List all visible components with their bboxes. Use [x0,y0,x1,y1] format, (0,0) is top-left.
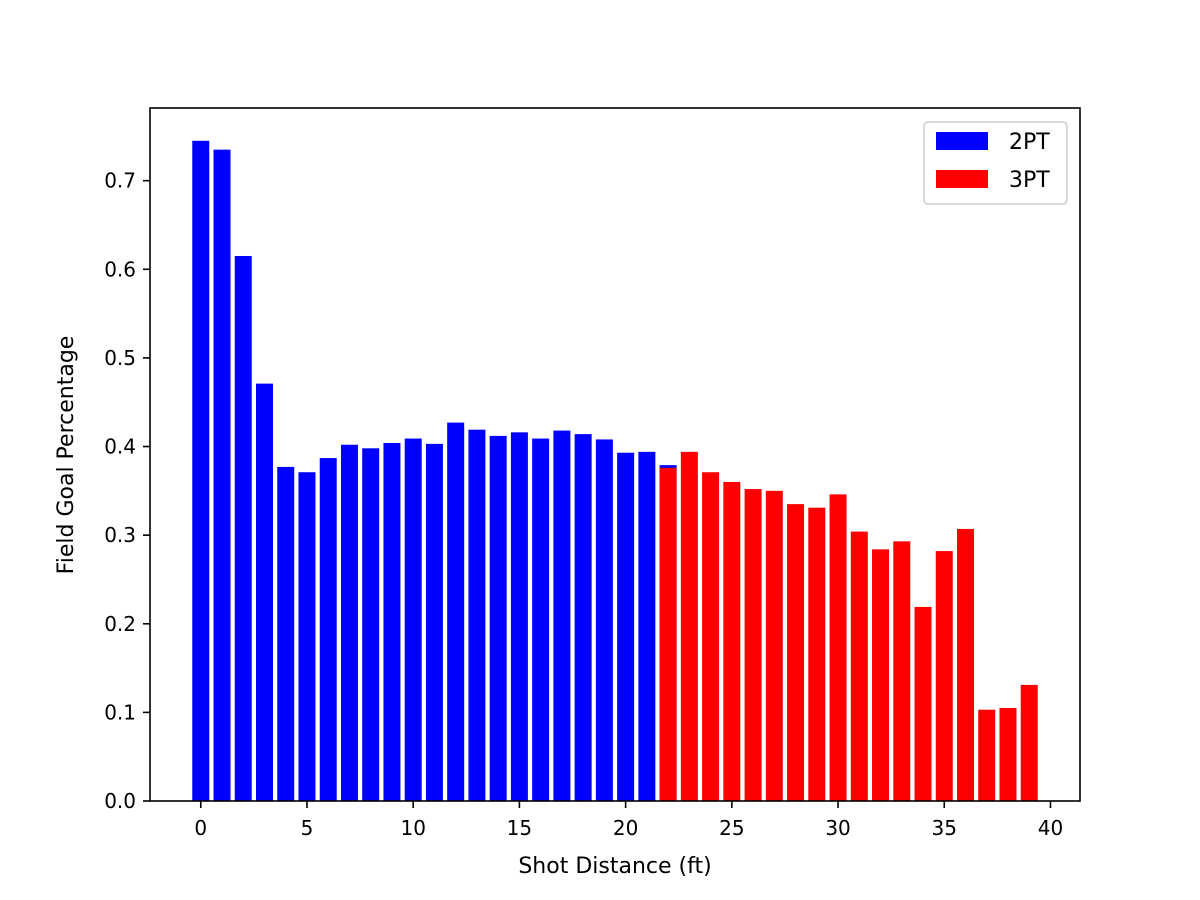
bar-3pt-31 [850,531,868,801]
bar-3pt-23 [680,451,698,801]
bar-3pt-36 [957,528,974,801]
bar-3pt-30 [829,494,847,801]
x-tick-label: 35 [932,816,957,840]
y-tick-label: 0.6 [104,257,136,281]
bar-3pt-38 [999,707,1017,801]
bar-2pt-20 [617,452,635,801]
bar-2pt-11 [425,443,443,801]
y-tick-label: 0.0 [104,789,136,813]
bar-2pt-13 [468,429,486,801]
y-tick-label: 0.2 [104,612,136,636]
bar-3pt-24 [702,472,720,801]
x-tick-label: 10 [400,816,425,840]
y-tick-label: 0.1 [104,700,136,724]
bar-2pt-14 [489,435,507,801]
y-axis-ticks: 0.0 0.1 0.2 0.3 0.4 0.5 0.6 0.7 [104,169,150,813]
bar-3pt-35 [935,551,953,801]
bar-2pt-19 [595,439,613,801]
bar-2pt-18 [574,434,592,801]
bar-2pt-0 [192,140,210,801]
bar-2pt-12 [447,422,465,801]
y-axis-label: Field Goal Percentage [54,336,79,575]
legend-swatch-3pt [936,170,988,188]
bar-2pt-5 [298,472,316,801]
legend-swatch-2pt [936,132,988,150]
bar-2pt-9 [383,442,401,801]
legend-label-3pt: 3PT [1009,168,1050,193]
bar-2pt-3 [256,383,273,801]
x-axis-ticks: 0 5 10 15 20 25 30 35 40 [194,801,1063,840]
bar-3pt-27 [765,490,783,801]
bar-2pt-8 [362,448,380,801]
bar-3pt-26 [744,489,762,801]
bar-3pt-33 [893,541,911,801]
x-tick-label: 40 [1038,816,1063,840]
legend: 2PT 3PT [923,121,1068,205]
bar-2pt-17 [553,430,571,801]
bar-2pt-10 [404,438,422,801]
bar-2pt-15 [510,432,528,801]
plot-frame [149,107,1081,802]
x-tick-label: 30 [825,816,850,840]
bar-2pt-1 [213,149,231,802]
bar-2pt-4 [277,466,295,801]
bar-2pt-21 [638,451,656,801]
x-axis-label: Shot Distance (ft) [518,854,711,879]
bar-3pt-22 [659,467,677,801]
bar-3pt-25 [723,481,741,801]
y-tick-label: 0.7 [104,169,136,193]
y-tick-label: 0.5 [104,346,136,370]
bar-2pt-2 [234,255,252,802]
bar-3pt-29 [808,507,826,801]
bar-3pt-39 [1020,684,1038,801]
bar-2pt-6 [319,458,337,801]
bar-3pt-32 [872,549,890,801]
bar-3pt-34 [914,606,932,801]
legend-label-2pt: 2PT [1009,130,1050,155]
x-tick-label: 20 [613,816,638,840]
y-tick-label: 0.4 [104,435,136,459]
y-tick-label: 0.3 [104,523,136,547]
bars-group [192,140,1038,802]
x-tick-label: 25 [719,816,744,840]
bar-2pt-16 [532,438,550,801]
bar-3pt-28 [787,504,805,801]
x-tick-label: 5 [301,816,314,840]
bar-3pt-37 [978,709,996,801]
bar-2pt-7 [340,444,358,801]
x-tick-label: 15 [507,816,532,840]
x-tick-label: 0 [194,816,207,840]
